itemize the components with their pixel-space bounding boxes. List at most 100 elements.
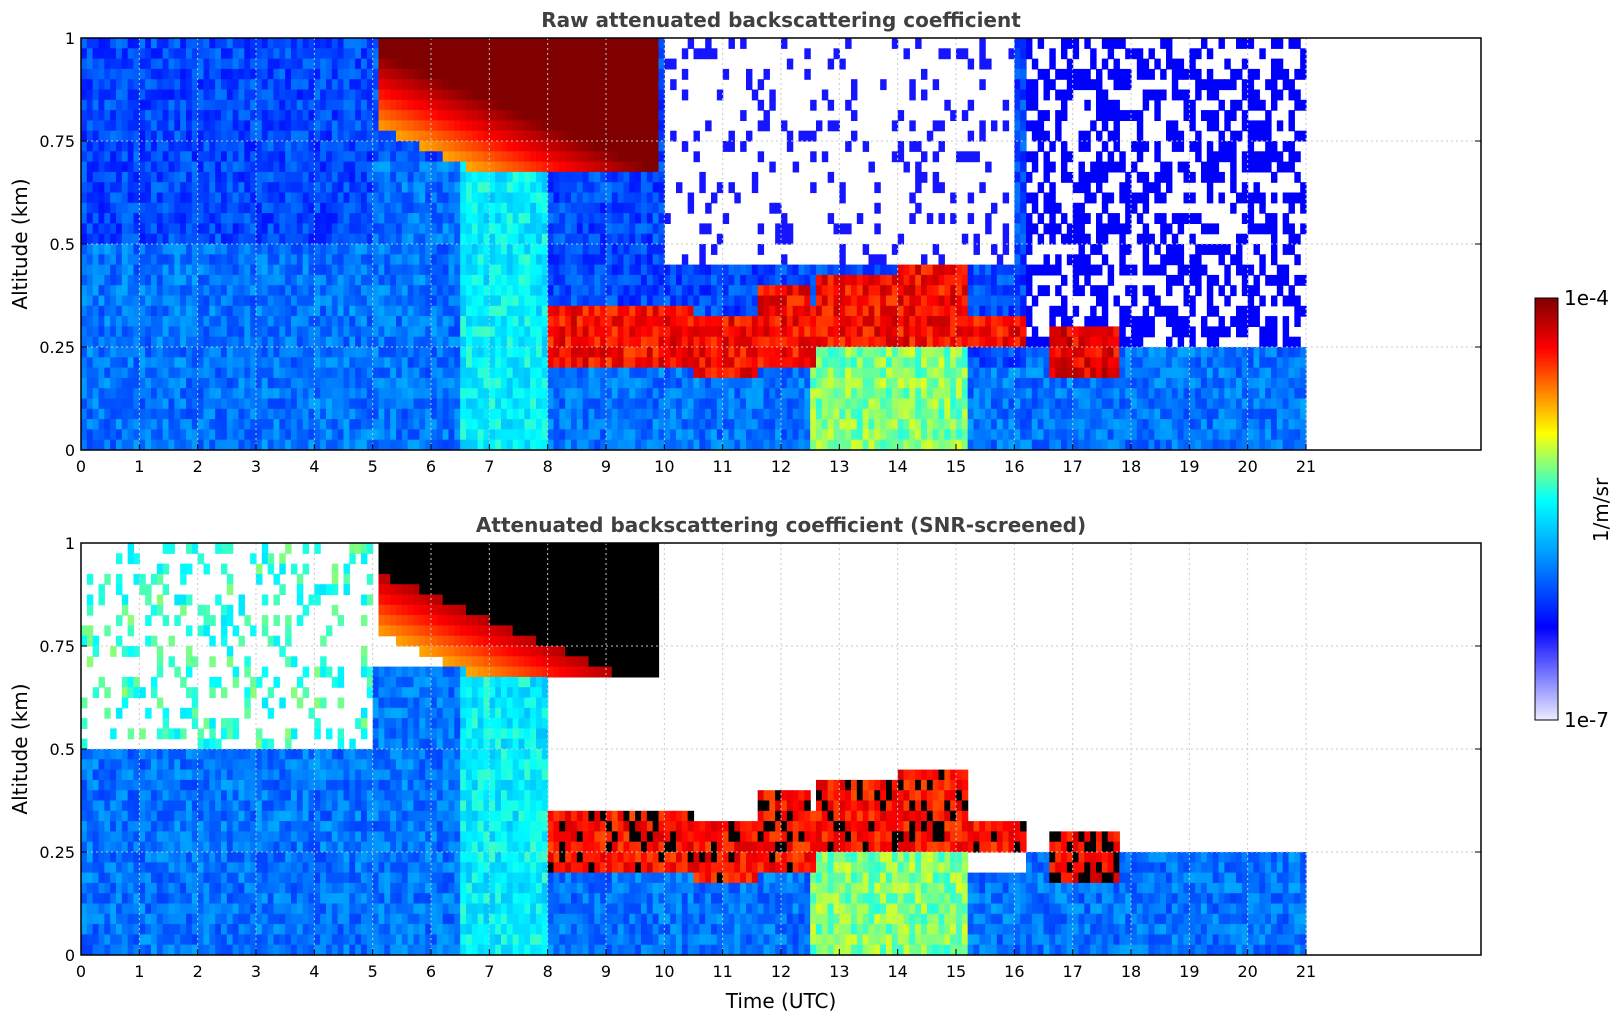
heat-cell <box>769 202 776 214</box>
heat-cell <box>588 38 595 49</box>
heat-cell <box>127 377 135 389</box>
heat-cell <box>244 202 251 214</box>
heat-cell <box>792 347 800 358</box>
heat-cell <box>296 110 304 121</box>
heat-cell <box>641 223 648 235</box>
heat-cell <box>366 110 374 121</box>
heat-cell <box>897 377 905 389</box>
heat-cell <box>407 223 415 235</box>
heat-cell <box>501 233 508 245</box>
heat-cell <box>460 213 467 224</box>
heat-cell <box>582 48 590 60</box>
heat-cell <box>396 326 403 338</box>
heat-cell <box>763 347 770 358</box>
heat-cell <box>489 357 496 369</box>
heat-cell <box>921 439 928 450</box>
heat-cell <box>448 244 455 255</box>
heat-cell <box>501 388 508 400</box>
heat-cell <box>366 388 374 400</box>
heat-cell <box>693 336 700 348</box>
heat-cell <box>594 120 601 132</box>
heat-cell <box>116 347 123 358</box>
heat-cell <box>273 38 280 49</box>
heat-cell <box>390 429 397 441</box>
heat-cell <box>127 388 135 400</box>
heat-cell <box>127 347 135 358</box>
heat-cell <box>156 79 164 91</box>
heat-cell <box>524 347 531 358</box>
heat-cell <box>349 48 356 60</box>
heat-cell <box>436 161 444 173</box>
heat-cell <box>705 316 712 327</box>
heat-cell <box>174 120 181 132</box>
heat-cell <box>617 264 625 276</box>
heat-cell <box>466 285 473 297</box>
heat-cell <box>530 439 537 450</box>
heat-cell <box>460 68 467 80</box>
heat-cell <box>541 110 549 121</box>
heat-cell <box>203 233 210 245</box>
heat-cell <box>366 182 374 194</box>
heat-cell <box>378 141 385 152</box>
heat-cell <box>611 439 619 450</box>
heat-cell <box>483 68 490 80</box>
heat-cell <box>757 223 765 235</box>
heat-cell <box>127 141 135 152</box>
heat-cell <box>337 151 345 163</box>
heat-cell <box>518 120 525 132</box>
heat-cell <box>221 130 228 142</box>
heat-cell <box>775 419 782 430</box>
heat-cell <box>326 58 333 70</box>
heat-cell <box>378 388 385 400</box>
heat-cell <box>448 223 455 235</box>
heat-cell <box>816 295 823 307</box>
heat-cell <box>886 408 893 420</box>
heat-cell <box>897 151 905 163</box>
heat-cell <box>874 274 881 286</box>
heat-cell <box>611 141 619 152</box>
heat-cell <box>658 110 665 121</box>
heat-cell <box>361 68 368 80</box>
heat-cell <box>897 233 905 245</box>
heat-cell <box>81 192 88 204</box>
heat-cell <box>320 285 327 297</box>
heat-cell <box>932 326 940 338</box>
heat-cell <box>349 439 356 450</box>
heat-cell <box>466 408 473 420</box>
heat-cell <box>244 182 251 194</box>
heat-cell <box>116 99 123 111</box>
heat-cell <box>425 377 432 389</box>
heat-cell <box>687 285 695 297</box>
heat-cell <box>658 429 665 441</box>
heat-cell <box>786 347 794 358</box>
heat-cell <box>501 110 508 121</box>
heat-cell <box>384 223 391 235</box>
heat-cell <box>530 367 537 379</box>
heat-cell <box>530 99 537 111</box>
heat-cell <box>413 305 420 317</box>
heat-cell <box>816 419 823 430</box>
heat-cell <box>431 295 438 307</box>
heat-cell <box>186 223 193 235</box>
heat-cell <box>191 295 199 307</box>
heat-cell <box>851 274 858 286</box>
heat-cell <box>86 388 94 400</box>
heat-cell <box>588 120 595 132</box>
heat-cell <box>197 347 205 358</box>
heat-cell <box>746 130 753 142</box>
heat-cell <box>320 244 327 255</box>
heat-cell <box>553 398 560 410</box>
heat-cell <box>191 130 199 142</box>
heat-cell <box>419 388 426 400</box>
heat-cell <box>466 347 473 358</box>
heat-cell <box>541 120 549 132</box>
heat-cell <box>226 439 234 450</box>
heat-cell <box>652 398 660 410</box>
heat-cell <box>664 305 671 317</box>
heat-cell <box>606 233 613 245</box>
heat-cell <box>711 408 718 420</box>
heat-cell <box>536 419 543 430</box>
heat-cell <box>886 295 893 307</box>
heat-cell <box>617 419 625 430</box>
heat-cell <box>326 151 333 163</box>
